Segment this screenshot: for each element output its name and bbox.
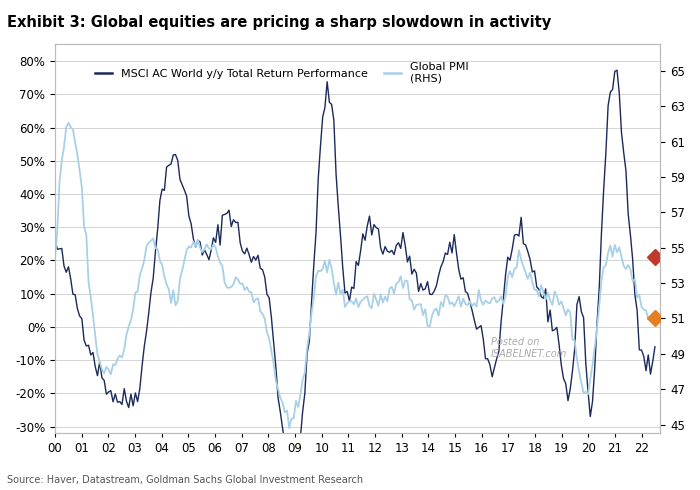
Text: Posted on
ISABELNET.com: Posted on ISABELNET.com [491, 337, 567, 359]
Text: Exhibit 3: Global equities are pricing a sharp slowdown in activity: Exhibit 3: Global equities are pricing a… [7, 15, 552, 30]
Legend: MSCI AC World y/y Total Return Performance, Global PMI
(RHS): MSCI AC World y/y Total Return Performan… [91, 58, 473, 88]
Text: Source: Haver, Datastream, Goldman Sachs Global Investment Research: Source: Haver, Datastream, Goldman Sachs… [7, 475, 363, 485]
